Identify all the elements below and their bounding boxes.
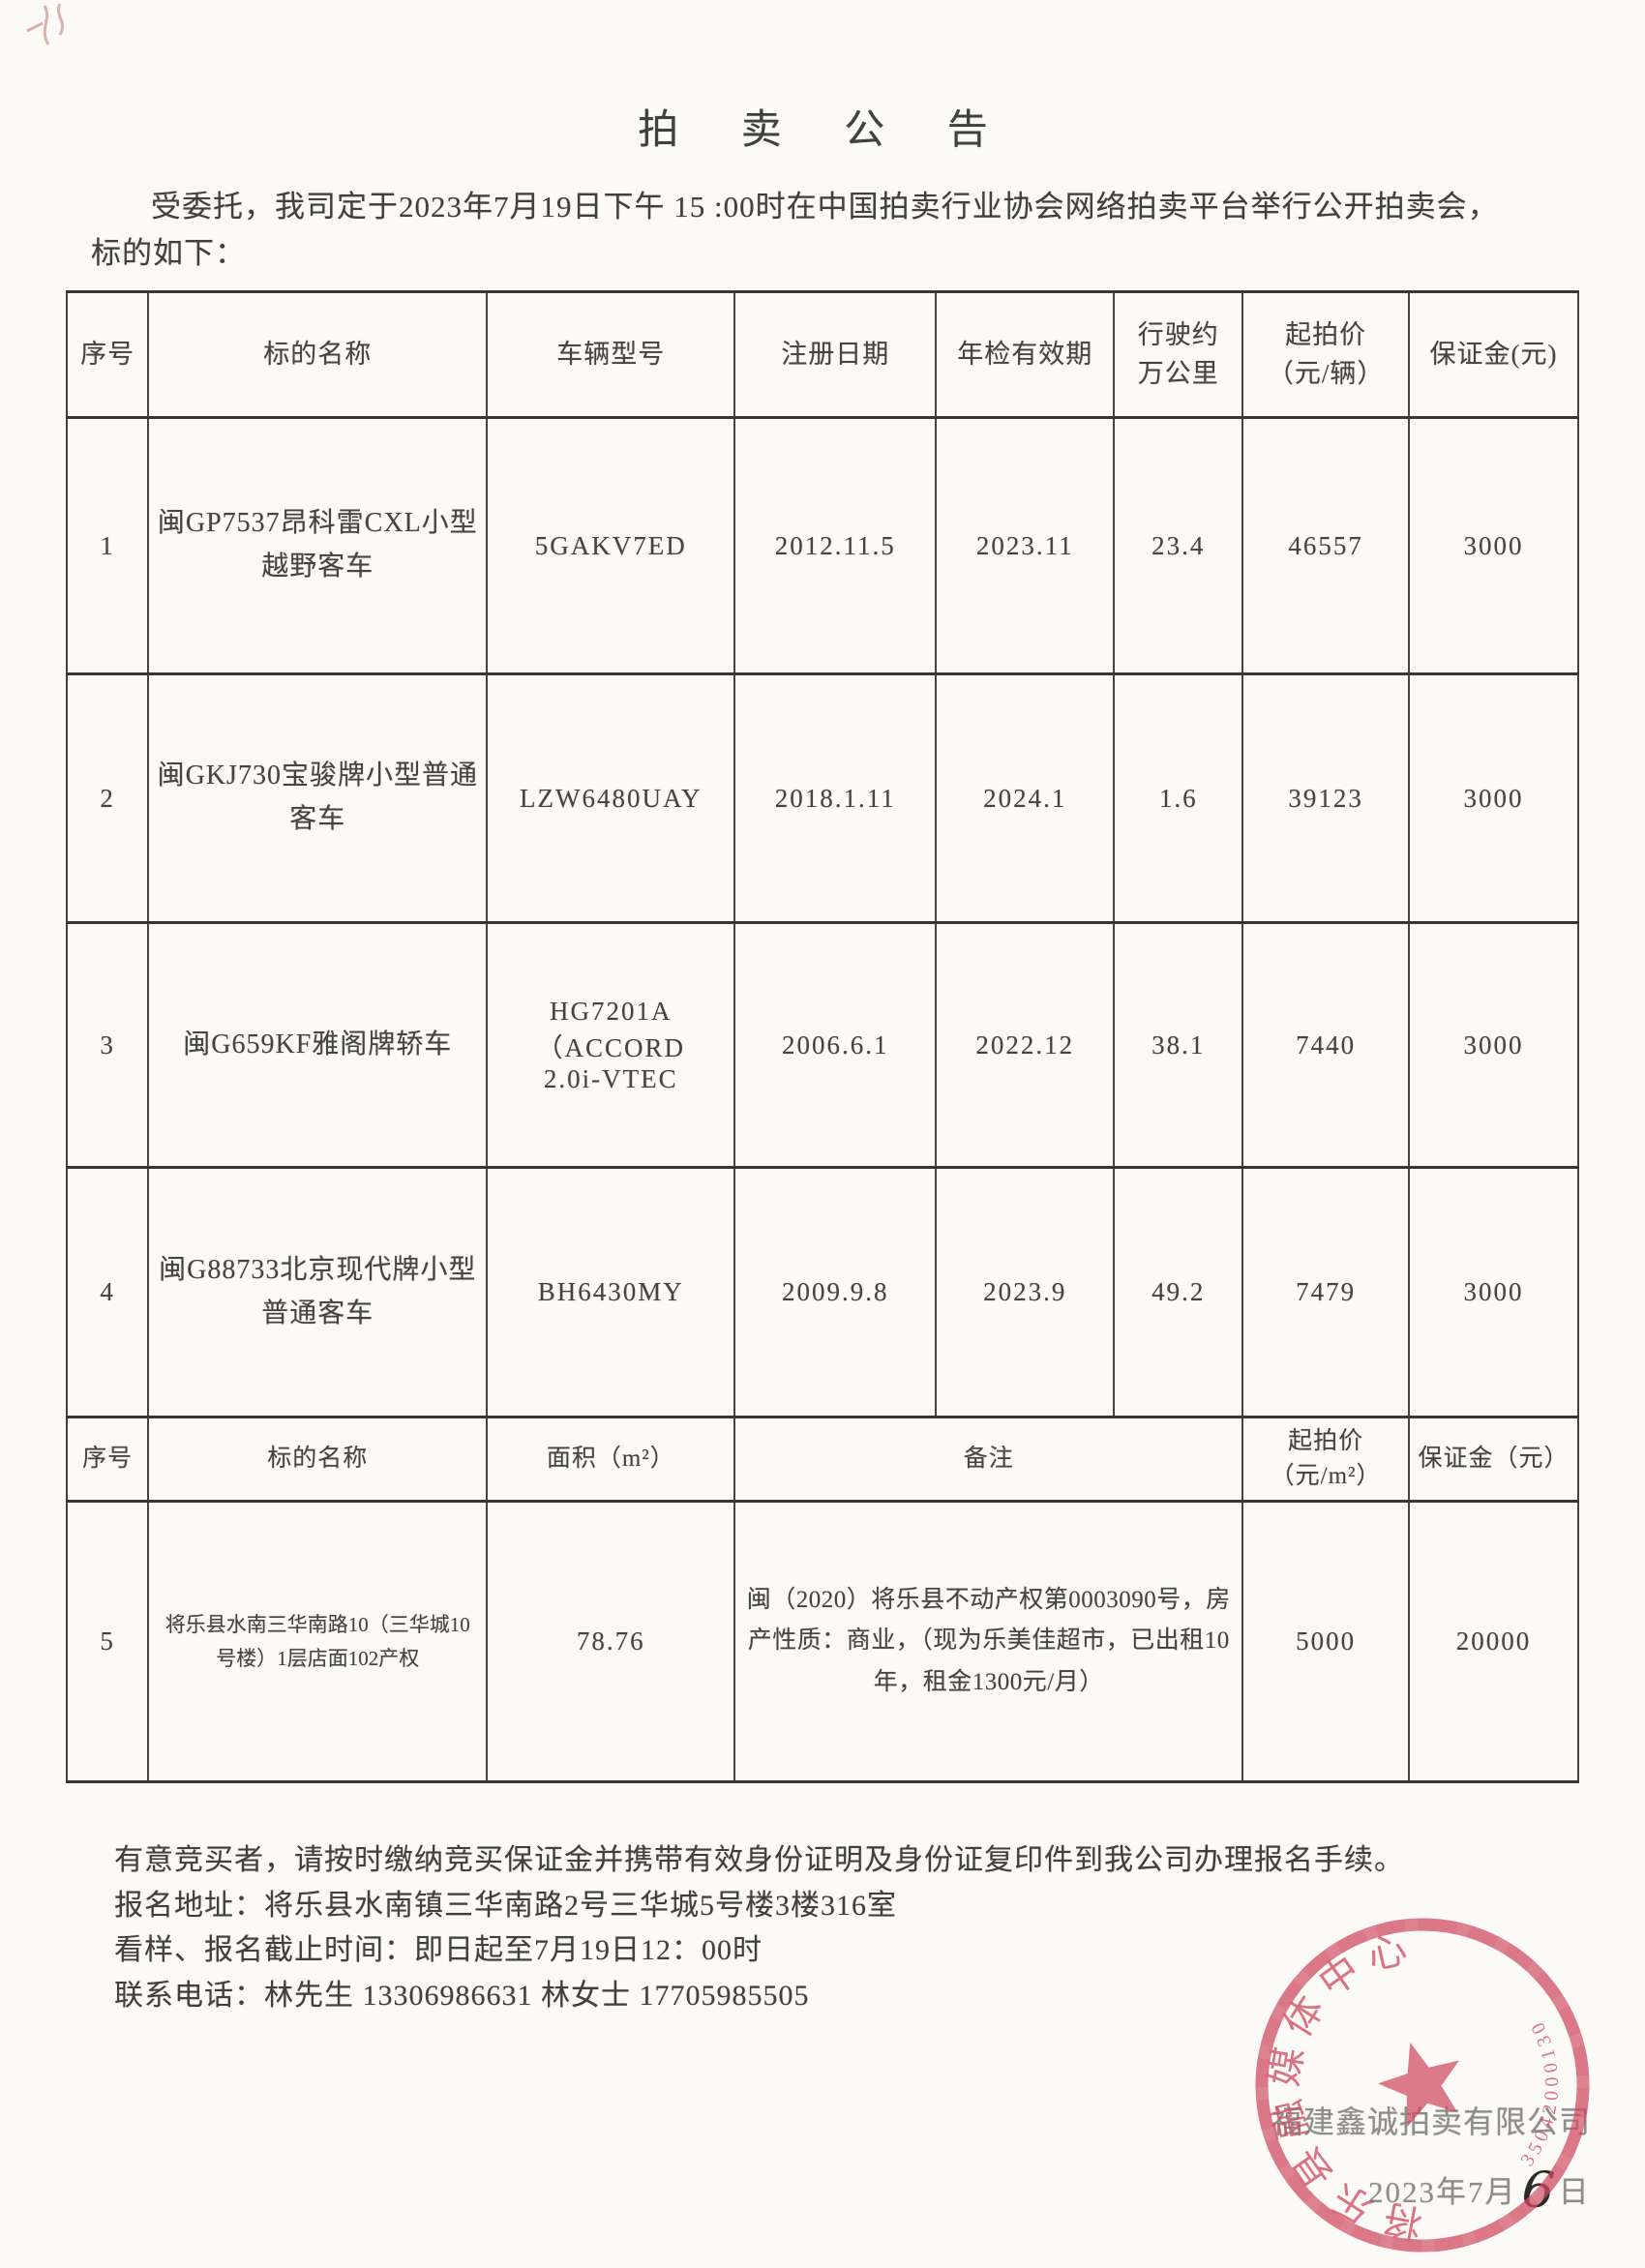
note-procedure: 有意竞买者，请按时缴纳竞买保证金并携带有效身份证明及身份证复印件到我公司办理报名…	[114, 1844, 1404, 1876]
page-title: 拍 卖 公 告	[638, 108, 1007, 153]
cell-area: 78.76	[486, 1500, 736, 1783]
table-row: 3 闽G659KF雅阁牌轿车 HG7201A（ACCORD 2.0i-VTEC …	[65, 921, 1579, 1169]
cell-seq: 1	[65, 416, 150, 675]
column-header-deposit: 保证金(元)	[1408, 290, 1579, 419]
column-header-model: 车辆型号	[486, 290, 736, 419]
cell-start-price: 46557	[1241, 416, 1410, 675]
cell-reg-date: 2006.6.1	[733, 921, 938, 1169]
column-header-remark: 备注	[733, 1416, 1244, 1503]
column-header-seq: 序号	[65, 290, 150, 419]
pen-mark-icon	[26, 3, 65, 45]
auction-lots-table: 序号 标的名称 车辆型号 注册日期 年检有效期 行驶约 万公里 起拍价 （元/辆…	[65, 290, 1579, 1783]
table-row: 4 闽G88733北京现代牌小型普通客车 BH6430MY 2009.9.8 2…	[65, 1166, 1579, 1418]
star-icon	[1378, 2042, 1460, 2128]
note-contacts: 联系电话：林先生 13306986631 林女士 17705985505	[114, 1979, 810, 2012]
cell-deposit: 3000	[1408, 1166, 1579, 1418]
svg-text:35042000130: 35042000130	[1516, 2014, 1566, 2170]
vehicle-header-row: 序号 标的名称 车辆型号 注册日期 年检有效期 行驶约 万公里 起拍价 （元/辆…	[65, 290, 1579, 419]
column-header-area: 面积（m²）	[486, 1416, 736, 1503]
official-stamp: 将乐县融媒体中心 35042000130	[1255, 1918, 1590, 2253]
column-header-inspection: 年检有效期	[935, 290, 1116, 419]
cell-deposit: 3000	[1408, 921, 1579, 1169]
auction-date: 2023年7月 6 日	[1368, 2161, 1591, 2222]
cell-mileage: 49.2	[1113, 1166, 1244, 1418]
cell-reg-date: 2018.1.11	[733, 672, 938, 924]
column-header-reg-date: 注册日期	[733, 290, 938, 419]
intro-paragraph: 受委托，我司定于2023年7月19日下午 15 :00时在中国拍卖行业协会网络拍…	[91, 190, 1499, 270]
column-header-start-price: 起拍价 （元/m²）	[1241, 1416, 1410, 1503]
cell-seq: 4	[65, 1166, 150, 1418]
cell-remark: 闽（2020）将乐县不动产权第0003090号，房产性质：商业，（现为乐美佳超市…	[733, 1500, 1244, 1783]
note-address: 报名地址：将乐县水南镇三华南路2号三华城5号楼3楼316室	[114, 1889, 897, 1922]
cell-inspection: 2024.1	[935, 672, 1116, 924]
cell-lot-name: 将乐县水南三华南路10（三华城10号楼）1层店面102产权	[147, 1500, 489, 1783]
column-header-lot-name: 标的名称	[147, 290, 489, 419]
column-header-seq: 序号	[65, 1416, 150, 1503]
cell-model: HG7201A（ACCORD 2.0i-VTEC	[486, 921, 736, 1169]
note-deadline: 看样、报名截止时间：即日起至7月19日12：00时	[114, 1934, 763, 1966]
cell-lot-name: 闽GP7537昂科雷CXL小型越野客车	[147, 416, 489, 675]
date-suffix: 日	[1558, 2175, 1591, 2209]
cell-deposit: 3000	[1408, 672, 1579, 924]
table-row: 1 闽GP7537昂科雷CXL小型越野客车 5GAKV7ED 2012.11.5…	[65, 416, 1579, 675]
date-prefix: 2023年7月	[1368, 2175, 1517, 2209]
table-row: 5 将乐县水南三华南路10（三华城10号楼）1层店面102产权 78.76 闽（…	[65, 1500, 1579, 1783]
cell-start-price: 7440	[1241, 921, 1410, 1169]
notes-block: 有意竞买者，请按时缴纳竞买保证金并携带有效身份证明及身份证复印件到我公司办理报名…	[114, 1838, 1537, 2018]
stamp-ring-texture	[1255, 1918, 1590, 2253]
table-row: 2 闽GKJ730宝骏牌小型普通客车 LZW6480UAY 2018.1.11 …	[65, 672, 1579, 924]
column-header-lot-name: 标的名称	[147, 1416, 489, 1503]
cell-model: BH6430MY	[486, 1166, 736, 1418]
column-header-deposit: 保证金（元）	[1408, 1416, 1579, 1503]
cell-reg-date: 2012.11.5	[733, 416, 938, 675]
cell-deposit: 20000	[1408, 1500, 1579, 1783]
cell-deposit: 3000	[1408, 416, 1579, 675]
cell-inspection: 2023.11	[935, 416, 1116, 675]
cell-lot-name: 闽G659KF雅阁牌轿车	[147, 921, 489, 1169]
cell-seq: 2	[65, 672, 150, 924]
cell-lot-name: 闽G88733北京现代牌小型普通客车	[147, 1166, 489, 1418]
cell-lot-name: 闽GKJ730宝骏牌小型普通客车	[147, 672, 489, 924]
cell-reg-date: 2009.9.8	[733, 1166, 938, 1418]
stamp-serial: 35042000130	[1516, 2014, 1566, 2170]
cell-inspection: 2023.9	[935, 1166, 1116, 1418]
cell-mileage: 38.1	[1113, 921, 1244, 1169]
cell-mileage: 23.4	[1113, 416, 1244, 675]
stamp-ring	[1255, 1918, 1590, 2253]
cell-mileage: 1.6	[1113, 672, 1244, 924]
cell-model: 5GAKV7ED	[486, 416, 736, 675]
cell-start-price: 39123	[1241, 672, 1410, 924]
cell-seq: 3	[65, 921, 150, 1169]
column-header-start-price: 起拍价 （元/辆）	[1241, 290, 1410, 419]
company-name: 福建鑫诚拍卖有限公司	[1271, 2104, 1592, 2139]
column-header-mileage: 行驶约 万公里	[1113, 290, 1244, 419]
cell-start-price: 7479	[1241, 1166, 1410, 1418]
cell-model: LZW6480UAY	[486, 672, 736, 924]
property-header-row: 序号 标的名称 面积（m²） 备注 起拍价 （元/m²） 保证金（元）	[65, 1416, 1579, 1503]
cell-start-price: 5000	[1241, 1500, 1410, 1783]
cell-seq: 5	[65, 1500, 150, 1783]
cell-inspection: 2022.12	[935, 921, 1116, 1169]
